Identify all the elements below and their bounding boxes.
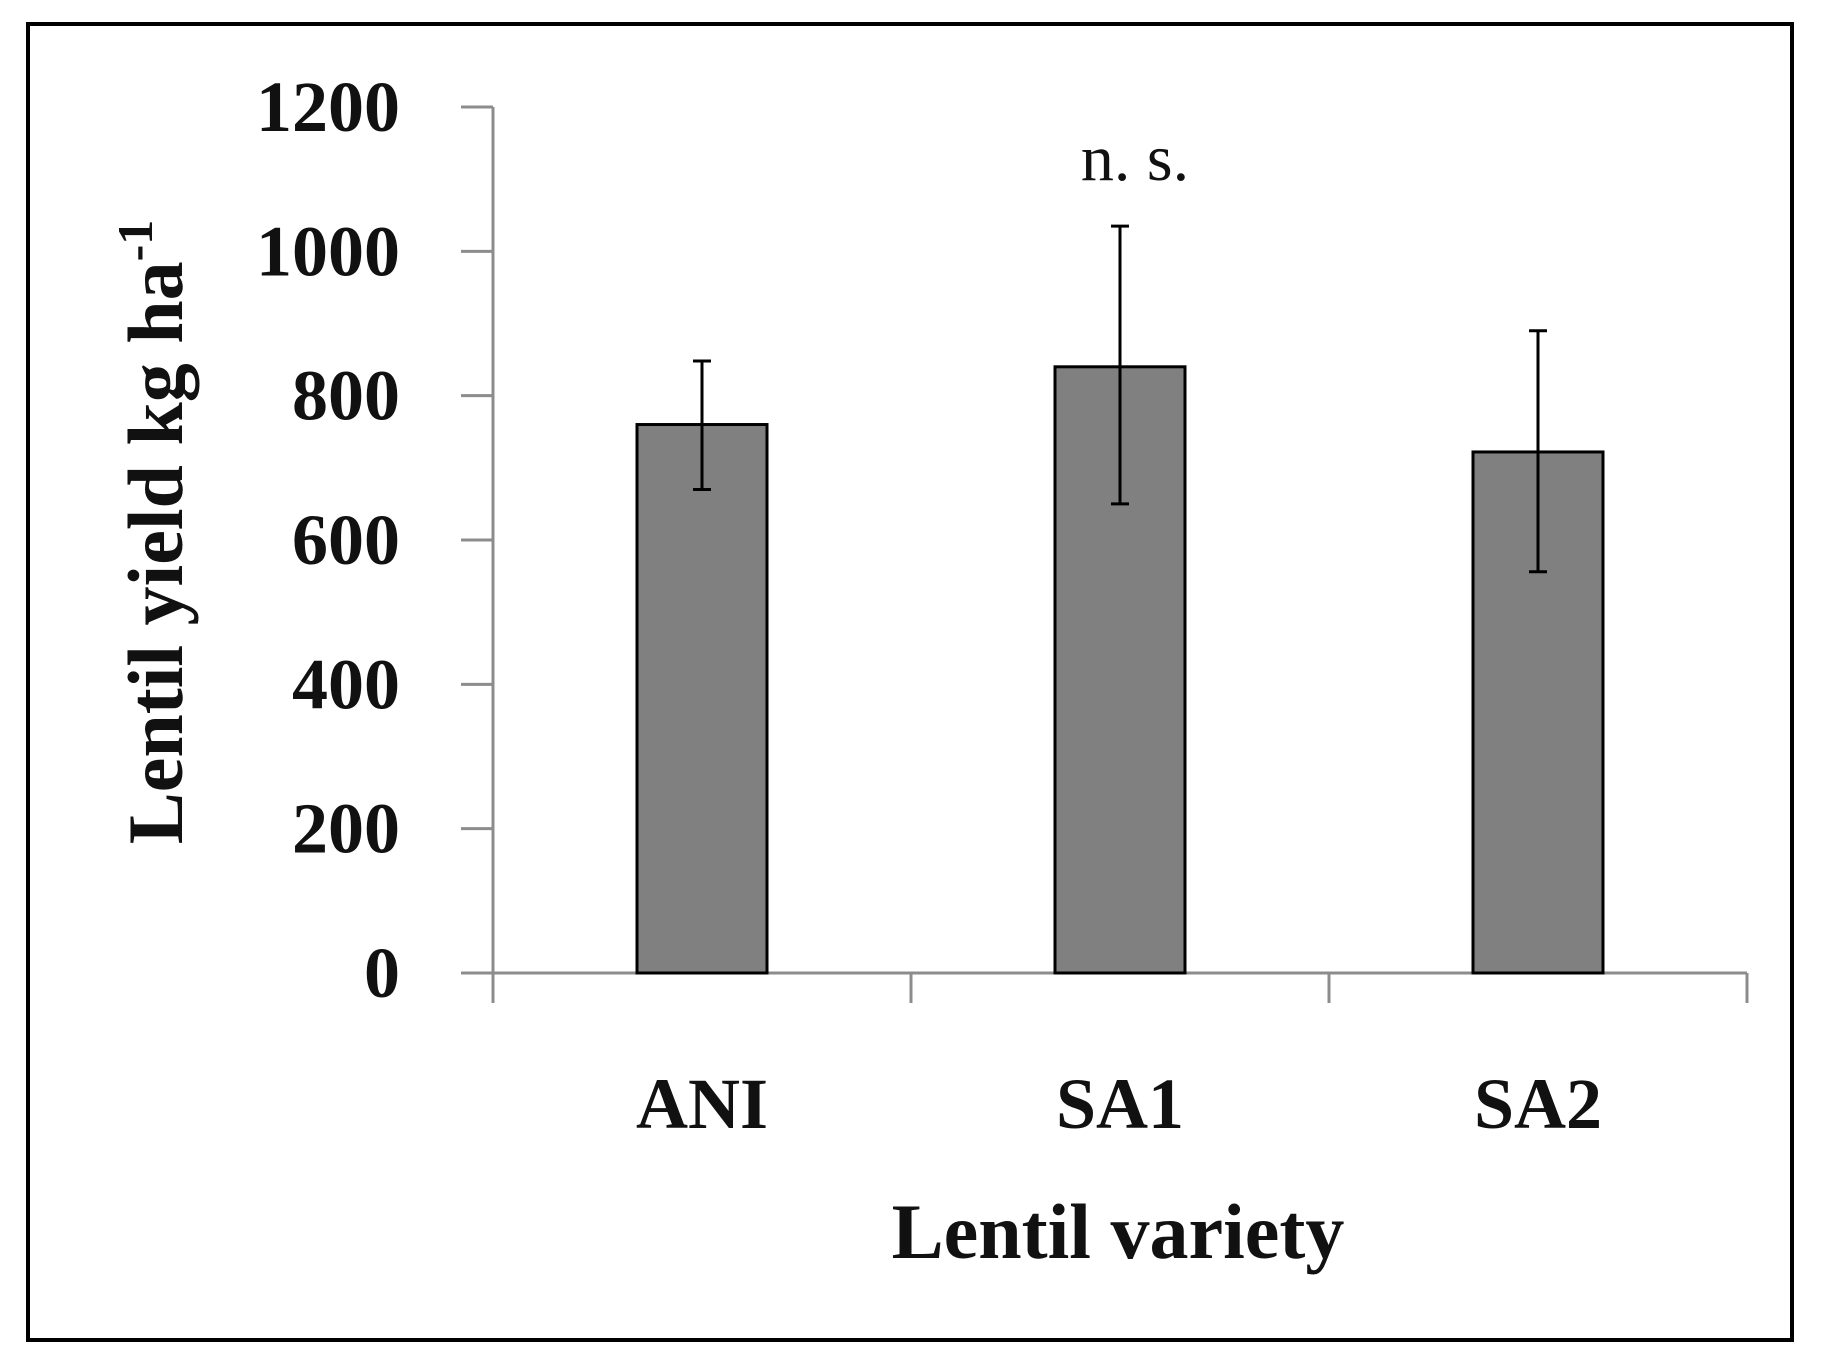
y-tick-label: 0 <box>364 933 400 1013</box>
x-tick-label-sa1: SA1 <box>1056 1064 1184 1144</box>
bars <box>635 365 1605 975</box>
y-tick-label: 600 <box>292 500 400 580</box>
y-tick-label: 200 <box>292 789 400 869</box>
x-tick-label-sa2: SA2 <box>1474 1064 1602 1144</box>
y-tick-label: 400 <box>292 644 400 724</box>
axes: 0 200 400 600 800 1000 1200 ANI SA1 SA2 <box>256 67 1749 1144</box>
significance-annotation: n. s. <box>1081 122 1189 195</box>
error-bars <box>693 224 1547 574</box>
y-axis-title: Lentil yield kg ha-1 <box>107 220 199 845</box>
y-tick-label: 1200 <box>256 67 400 147</box>
x-tick-label-ani: ANI <box>636 1064 768 1144</box>
y-axis-title-main: Lentil yield kg ha <box>112 261 199 844</box>
chart-frame <box>26 22 1794 1342</box>
bar-ani <box>635 423 769 975</box>
x-axis-title: Lentil variety <box>892 1188 1345 1275</box>
y-tick-label: 1000 <box>256 211 400 291</box>
y-tick-label: 800 <box>292 356 400 436</box>
y-axis-title-superscript: -1 <box>107 220 163 262</box>
labels: n. s. Lentil variety Lentil yield kg ha-… <box>107 122 1344 1275</box>
